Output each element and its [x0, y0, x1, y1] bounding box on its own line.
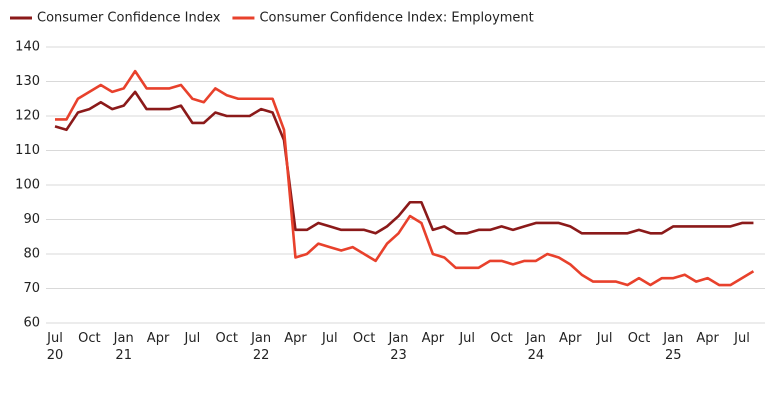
x-tick-label: Jan 21 — [113, 331, 134, 363]
y-tick-label: 140 — [15, 40, 40, 55]
x-tick-label: Oct — [628, 331, 650, 346]
x-tick-label: Jul 20 — [46, 331, 63, 363]
x-tick-label: Jul — [596, 331, 613, 346]
y-tick-label: 120 — [15, 109, 40, 124]
y-tick-label: 80 — [23, 247, 40, 262]
x-tick-label: Apr — [559, 331, 582, 346]
x-tick-label: Oct — [353, 331, 375, 346]
x-tick-label: Apr — [696, 331, 719, 346]
legend-label: Consumer Confidence Index — [37, 11, 221, 26]
x-tick-label: Jul — [733, 331, 750, 346]
x-tick-label: Apr — [147, 331, 170, 346]
y-tick-label: 100 — [15, 178, 40, 193]
y-tick-label: 70 — [23, 281, 40, 296]
x-tick-label: Apr — [284, 331, 307, 346]
x-tick-label: Jan 24 — [525, 331, 546, 363]
x-tick-label: Jul — [321, 331, 338, 346]
x-tick-label: Oct — [490, 331, 512, 346]
x-tick-label: Oct — [78, 331, 100, 346]
x-tick-label: Jan 22 — [250, 331, 271, 363]
legend-label: Consumer Confidence Index: Employment — [259, 11, 533, 26]
x-tick-label: Apr — [422, 331, 445, 346]
series-line — [55, 69, 755, 287]
y-tick-label: 130 — [15, 74, 40, 89]
x-tick-label: Jul — [458, 331, 475, 346]
x-tick-label: Jul — [184, 331, 201, 346]
x-tick-label: Oct — [216, 331, 238, 346]
y-tick-label: 90 — [23, 212, 40, 227]
y-tick-label: 60 — [23, 316, 40, 331]
y-tick-label: 110 — [15, 143, 40, 158]
series-line — [54, 90, 754, 235]
x-tick-label: Jan 23 — [387, 331, 408, 363]
x-tick-label: Jan 25 — [662, 331, 683, 363]
